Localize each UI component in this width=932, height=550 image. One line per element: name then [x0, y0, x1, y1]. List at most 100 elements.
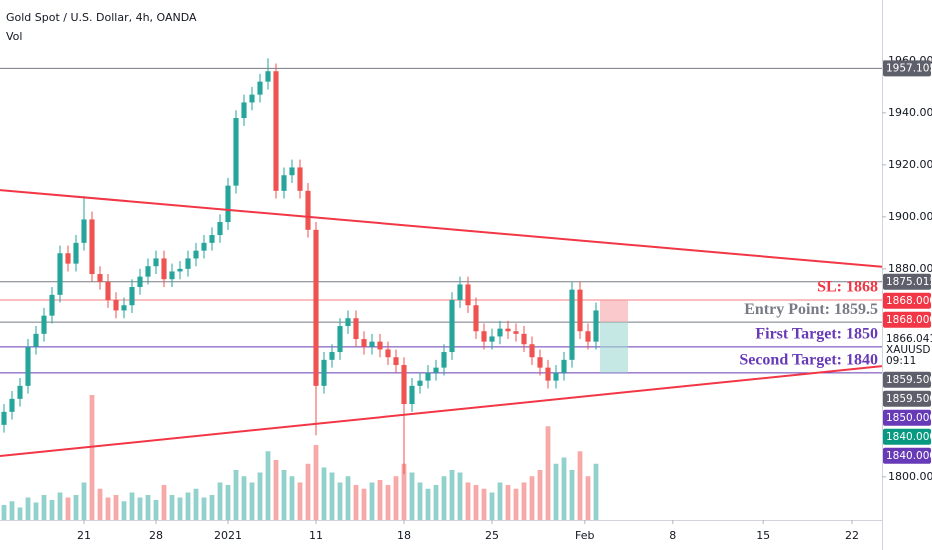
- volume-bar: [161, 485, 167, 520]
- candle-body: [145, 266, 151, 277]
- y-tick-label: 1920.000: [888, 158, 932, 171]
- price-badge: [883, 311, 931, 328]
- candle-body: [401, 365, 407, 405]
- candle-body: [169, 271, 175, 280]
- candle-body: [281, 175, 287, 191]
- volume-bar: [217, 482, 223, 520]
- candle-body: [361, 339, 367, 347]
- volume-bar: [233, 470, 239, 520]
- volume-bar: [545, 426, 551, 520]
- price-badge-label: 1840.000: [886, 431, 932, 443]
- candle-body: [465, 284, 471, 306]
- candle-body: [513, 331, 519, 334]
- candle-body: [297, 167, 303, 191]
- volume-bar: [169, 495, 175, 520]
- price-badge-line: 09:11: [886, 355, 916, 367]
- x-tick-label: 2021: [214, 529, 242, 542]
- price-badge-label: 1866.041: [886, 333, 932, 345]
- candle-body: [217, 222, 223, 236]
- candle-body: [417, 380, 423, 386]
- volume-bar: [569, 470, 575, 520]
- x-tick-label: 22: [845, 529, 859, 542]
- price-badge-label: 1859.500: [886, 374, 932, 386]
- candle-body: [49, 294, 55, 316]
- volume-bar: [505, 485, 511, 520]
- candle-body: [9, 398, 15, 412]
- candle-body: [81, 219, 87, 243]
- candle-body: [353, 318, 359, 340]
- volume-bar: [265, 451, 271, 520]
- trendline: [0, 365, 883, 458]
- candle-body: [65, 253, 71, 264]
- candle-body: [121, 305, 127, 311]
- volume-bar: [385, 485, 391, 520]
- candle-body: [289, 167, 295, 176]
- candle-body: [177, 268, 183, 272]
- x-tick-label: 18: [397, 529, 411, 542]
- candle-body: [249, 94, 255, 103]
- candle-body: [449, 300, 455, 353]
- volume-bar: [297, 482, 303, 520]
- candle-body: [89, 219, 95, 275]
- candle-body: [137, 276, 143, 288]
- candle-body: [569, 289, 575, 360]
- volume-bar: [65, 497, 71, 520]
- candle-body: [369, 341, 375, 347]
- volume-bar: [257, 472, 263, 520]
- volume-bar: [425, 488, 431, 520]
- price-badge: [883, 390, 931, 407]
- volume-bar: [481, 488, 487, 520]
- y-tick-label: 1800.000: [888, 470, 932, 483]
- candle-body: [129, 287, 135, 306]
- candle-body: [209, 235, 215, 243]
- volume-bar: [377, 480, 383, 520]
- candle-body: [585, 331, 591, 342]
- candle-body: [57, 253, 63, 295]
- volume-bar: [89, 395, 95, 520]
- candle-body: [345, 318, 351, 327]
- volume-bar: [361, 488, 367, 520]
- x-tick-label: 21: [77, 529, 91, 542]
- candle-body: [377, 341, 383, 350]
- volume-bar: [433, 485, 439, 520]
- volume-bar: [105, 497, 111, 520]
- candle-body: [545, 367, 551, 381]
- volume-bar: [153, 500, 159, 520]
- volume-bar: [457, 472, 463, 520]
- candle-body: [409, 385, 415, 405]
- candle-body: [73, 242, 79, 264]
- y-tick-label: 1900.000: [888, 210, 932, 223]
- candle-body: [385, 349, 391, 358]
- volume-bar: [369, 482, 375, 520]
- volume-bar: [25, 497, 31, 520]
- volume-bar: [57, 492, 63, 520]
- candle-body: [497, 328, 503, 337]
- candle-body: [97, 274, 103, 282]
- candle-body: [505, 328, 511, 332]
- volume-bar: [441, 476, 447, 520]
- volume-bar: [345, 476, 351, 520]
- volume-bar: [185, 492, 191, 520]
- volume-bar: [521, 482, 527, 520]
- volume-bar: [585, 476, 591, 520]
- volume-label: Vol: [6, 30, 22, 43]
- x-tick-label: 15: [756, 529, 770, 542]
- volume-bar: [497, 482, 503, 520]
- stop-zone: [600, 300, 628, 323]
- candle-body: [393, 357, 399, 366]
- volume-bar: [129, 492, 135, 520]
- y-tick-label: 1940.000: [888, 106, 932, 119]
- volume-bar: [529, 476, 535, 520]
- volume-bar: [281, 470, 287, 520]
- volume-bar: [305, 463, 311, 520]
- target-zone: [600, 322, 628, 373]
- candle-body: [225, 185, 231, 223]
- candle-body: [561, 359, 567, 373]
- x-tick-label: 28: [149, 529, 163, 542]
- volume-bar: [249, 482, 255, 520]
- price-badge-label: 1875.015: [886, 276, 932, 288]
- volume-bar: [201, 497, 207, 520]
- x-tick-label: 11: [309, 529, 323, 542]
- price-badge: [883, 60, 931, 77]
- candle-body: [425, 372, 431, 381]
